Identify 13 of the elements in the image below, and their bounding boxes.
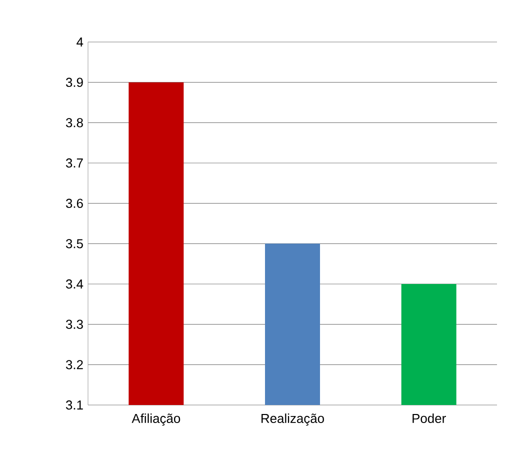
y-tick-label: 3.7 xyxy=(66,158,83,168)
y-tick-label: 3.8 xyxy=(66,118,83,128)
y-tick-label: 3.6 xyxy=(66,198,83,208)
y-tick-label: 3.1 xyxy=(66,400,83,410)
x-tick-label: Poder xyxy=(412,414,446,424)
y-tick-label: 3.3 xyxy=(66,320,83,329)
x-tick-label: Afiliação xyxy=(132,414,180,426)
y-tick-label: 3.9 xyxy=(66,78,83,87)
x-tick-label: Realização xyxy=(262,414,324,426)
y-tick-label: 3.2 xyxy=(66,360,83,370)
y-tick-label: 4 xyxy=(76,38,84,46)
y-tick-label: 3.5 xyxy=(66,239,83,248)
y-tick-label: 3.4 xyxy=(66,279,84,289)
